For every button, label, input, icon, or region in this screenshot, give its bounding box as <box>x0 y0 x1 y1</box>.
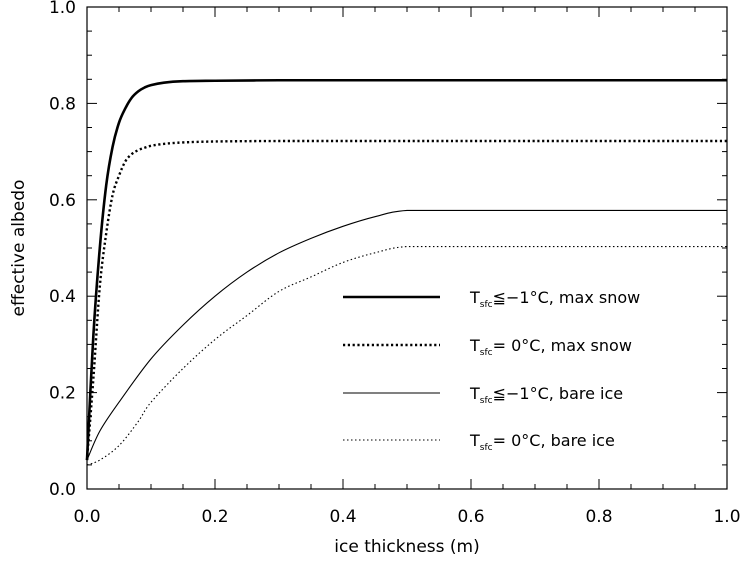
x-tick-label: 0.2 <box>201 507 228 527</box>
series-line-4 <box>86 245 727 466</box>
legend-label-3: Tsfc≦−1°C, bare ice <box>469 384 623 406</box>
legend: Tsfc≦−1°C, max snow Tsfc= 0°C, max snow Ts… <box>343 288 640 453</box>
series-line-1 <box>85 78 727 461</box>
x-tick-label: 0.8 <box>585 507 612 527</box>
y-axis-title: effective albedo <box>9 180 29 317</box>
x-tick-label: 0.6 <box>457 507 484 527</box>
x-tick-label: 0.0 <box>73 507 100 527</box>
y-tick-label: 0.6 <box>49 191 76 211</box>
x-tick-label: 1.0 <box>713 507 740 527</box>
x-axis-title: ice thickness (m) <box>334 537 479 557</box>
series-line-3 <box>86 209 727 461</box>
axis-ticks <box>86 6 728 490</box>
axis-tick-labels: 0.0 0.2 0.4 0.6 0.8 1.0 0.0 0.2 0.4 0.6 0.8 1.0 <box>49 0 741 527</box>
x-tick-label: 0.4 <box>329 507 356 527</box>
y-tick-label: 0.8 <box>49 94 76 114</box>
y-tick-label: 0.2 <box>49 384 76 404</box>
legend-label-2: Tsfc= 0°C, max snow <box>469 336 632 358</box>
legend-label-4: Tsfc= 0°C, bare ice <box>469 431 615 453</box>
legend-label-1: Tsfc≦−1°C, max snow <box>469 288 640 310</box>
y-tick-label: 0.0 <box>49 480 76 500</box>
series-line-2 <box>85 139 727 461</box>
y-tick-label: 0.4 <box>49 287 76 307</box>
series-layer <box>85 78 727 466</box>
y-tick-label: 1.0 <box>49 0 76 18</box>
